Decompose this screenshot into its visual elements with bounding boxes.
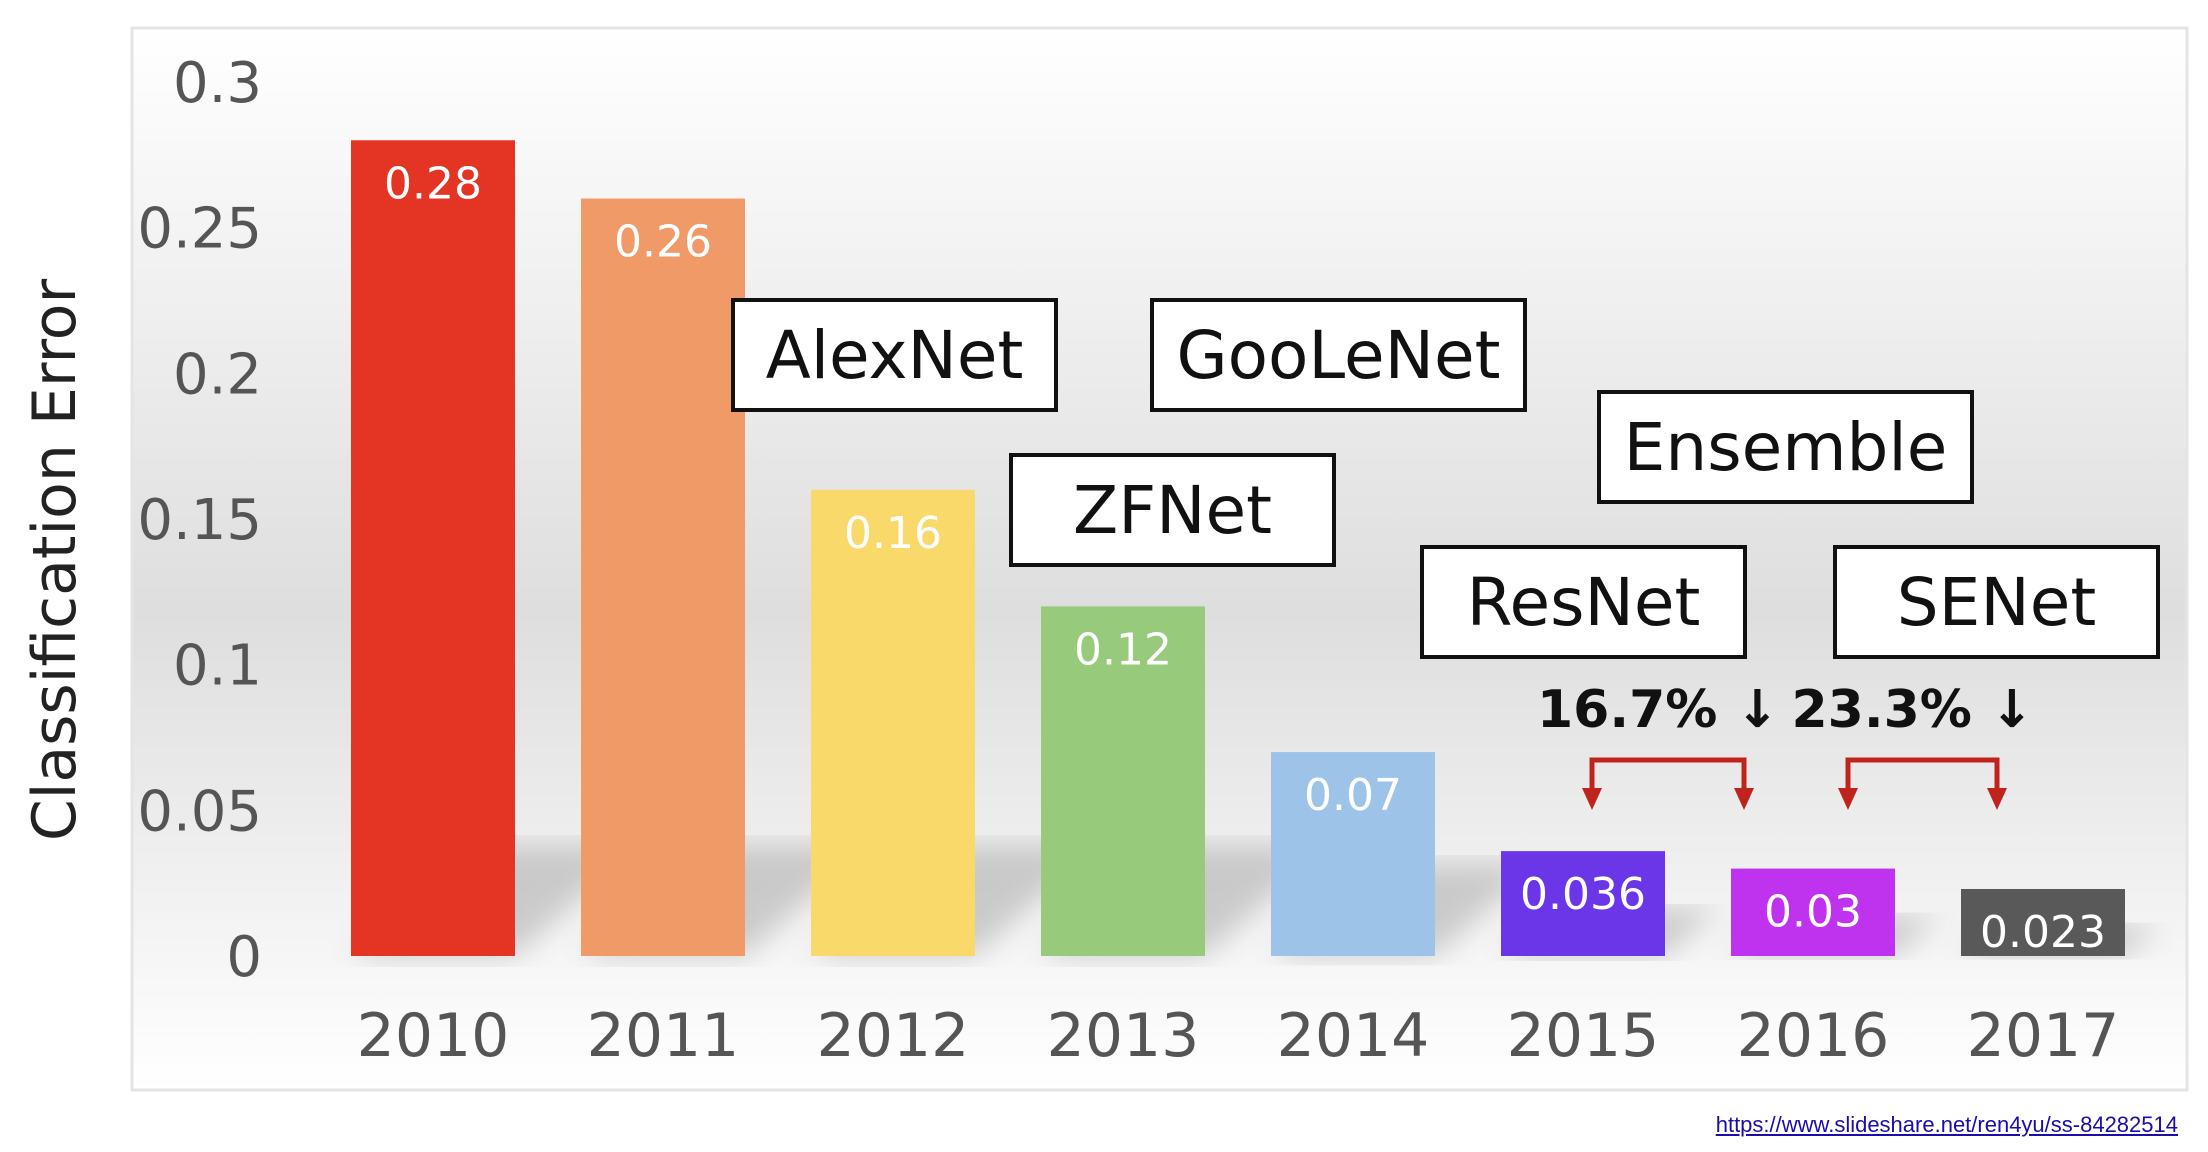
bar-2013	[1041, 606, 1205, 956]
bar-2015	[1501, 851, 1665, 956]
reduction-label: 23.3% ↓	[1791, 680, 2033, 740]
arrow-head	[1838, 788, 1858, 810]
model-label-box	[731, 298, 1058, 412]
model-label-text: SENet	[1897, 564, 2096, 641]
bar-value-label: 0.26	[614, 217, 712, 268]
model-label-text: ResNet	[1467, 564, 1701, 641]
model-label-resnet: ResNet	[1420, 545, 1747, 659]
x-tick-label: 2012	[817, 1001, 970, 1071]
model-label-text: AlexNet	[766, 317, 1024, 394]
model-label-text: Ensemble	[1624, 409, 1948, 486]
arrow-head	[1734, 788, 1754, 810]
bars	[351, 140, 2125, 957]
model-label-senet: SENet	[1833, 545, 2160, 659]
reduction-arrows: 16.7% ↓ 23.3% ↓	[1537, 680, 2034, 810]
source-link[interactable]: https://www.slideshare.net/ren4yu/ss-842…	[1715, 1112, 2178, 1137]
bar-2010	[351, 140, 515, 956]
x-tick-label: 2010	[357, 1001, 510, 1071]
x-tick-label: 2016	[1737, 1001, 1890, 1071]
bar-2014	[1271, 752, 1435, 956]
x-tick-label: 2014	[1277, 1001, 1430, 1071]
reduction-annotation: 16.7% ↓	[1537, 680, 1779, 810]
bar-value-label: 0.28	[384, 158, 482, 209]
y-tick-label: 0.15	[137, 488, 262, 553]
model-label-zfnet: ZFNet	[1009, 453, 1336, 567]
bar-value-label: 0.16	[844, 508, 942, 559]
model-label-box	[1597, 390, 1974, 504]
x-tick-label: 2013	[1047, 1001, 1200, 1071]
y-axis-label: Classification Error	[20, 279, 90, 842]
x-tick-labels: 2010 2011 2012 2013 2014 2015 2016 2017	[357, 1001, 2120, 1071]
model-labels: AlexNet ZFNet GooLeNet ResNet Ensemble SENet	[731, 298, 2160, 659]
bar-value-label: 0.12	[1074, 624, 1172, 675]
model-label-text: GooLeNet	[1177, 317, 1501, 394]
y-tick-label: 0	[226, 925, 262, 990]
y-tick-label: 0.25	[137, 197, 262, 262]
bar-value-label: 0.07	[1304, 770, 1402, 821]
y-tick-label: 0.05	[137, 779, 262, 844]
model-label-box	[1150, 298, 1527, 412]
bar-value-label: 0.03	[1764, 887, 1862, 938]
bar-2012	[811, 489, 975, 956]
reduction-bracket	[1589, 757, 1747, 790]
model-label-box	[1833, 545, 2160, 659]
model-label-box	[1009, 453, 1336, 567]
model-label-text: ZFNet	[1073, 472, 1272, 549]
x-tick-label: 2015	[1507, 1001, 1660, 1071]
bar-2016	[1731, 868, 1895, 956]
bar-value-label: 0.023	[1980, 907, 2106, 958]
reduction-label: 16.7% ↓	[1537, 680, 1779, 740]
y-tick-label: 0.1	[173, 634, 262, 699]
arrow-head	[1582, 788, 1602, 810]
x-tick-label: 2011	[587, 1001, 740, 1071]
x-tick-label: 2017	[1967, 1001, 2120, 1071]
y-tick-labels: 0 0.05 0.1 0.15 0.2 0.25 0.3	[137, 51, 262, 990]
bar-2011	[581, 198, 745, 957]
model-label-ensemble: Ensemble	[1597, 390, 1974, 504]
reduction-annotation: 23.3% ↓	[1791, 680, 2034, 810]
model-label-box	[1420, 545, 1747, 659]
bar-value-labels: 0.28 0.26 0.16 0.12 0.07 0.036 0.03 0.023	[384, 158, 2106, 958]
y-tick-label: 0.2	[173, 342, 262, 407]
bar-value-label: 0.036	[1520, 869, 1646, 920]
bar-2017	[1961, 888, 2125, 956]
model-label-alexnet: AlexNet	[731, 298, 1058, 412]
reduction-bracket	[1845, 757, 2000, 790]
arrow-head	[1987, 788, 2007, 810]
y-tick-label: 0.3	[173, 51, 262, 116]
model-label-goolenet: GooLeNet	[1150, 298, 1527, 412]
